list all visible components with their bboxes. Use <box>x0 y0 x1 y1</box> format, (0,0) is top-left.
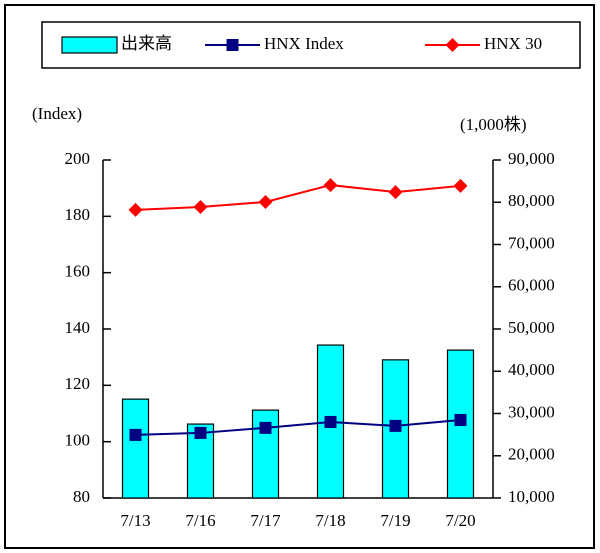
y2-tick-label: 20,000 <box>508 445 555 464</box>
x-tick-label: 7/19 <box>380 511 410 530</box>
x-tick-label: 7/16 <box>185 511 215 530</box>
y2-tick-label: 40,000 <box>508 360 555 379</box>
y-tick-label: 80 <box>73 487 90 506</box>
legend-label: HNX Index <box>264 34 344 53</box>
legend-label: HNX 30 <box>484 34 542 53</box>
y2-tick-label: 80,000 <box>508 191 555 210</box>
x-tick-label: 7/17 <box>250 511 281 530</box>
point <box>194 426 207 439</box>
point <box>193 200 208 215</box>
y2-tick-label: 70,000 <box>508 233 555 252</box>
point <box>453 178 468 193</box>
y2-tick-label: 50,000 <box>508 318 555 337</box>
y-tick-label: 120 <box>65 374 91 393</box>
x-tick-label: 7/18 <box>315 511 345 530</box>
y-tick-label: 200 <box>65 149 91 168</box>
legend-label: 出来高 <box>121 34 172 53</box>
point <box>324 415 337 428</box>
y2-tick-label: 30,000 <box>508 402 555 421</box>
point <box>129 428 142 441</box>
point <box>258 194 273 209</box>
point <box>389 419 402 432</box>
y-tick-label: 160 <box>65 262 91 281</box>
y-tick-label: 180 <box>65 205 91 224</box>
point <box>454 413 467 426</box>
point <box>323 178 338 193</box>
legend-swatch <box>61 36 118 54</box>
legend-marker <box>445 38 460 52</box>
bar <box>121 398 150 499</box>
y2-axis-label: (1,000株) <box>460 115 527 134</box>
frame <box>4 4 595 549</box>
legend-box <box>41 21 581 69</box>
x-tick-label: 7/20 <box>445 511 475 530</box>
point <box>259 421 272 434</box>
line <box>135 184 461 211</box>
legend-marker <box>226 39 239 51</box>
line <box>135 418 461 436</box>
point <box>128 202 143 217</box>
y-tick-label: 100 <box>65 431 91 450</box>
y-tick-label: 140 <box>65 318 91 337</box>
point <box>388 185 403 200</box>
y2-tick-label: 60,000 <box>508 276 555 295</box>
y2-tick-label: 90,000 <box>508 149 555 168</box>
x-tick-label: 7/13 <box>120 511 150 530</box>
y2-tick-label: 10,000 <box>508 487 555 506</box>
y-axis-label: (Index) <box>32 104 82 123</box>
